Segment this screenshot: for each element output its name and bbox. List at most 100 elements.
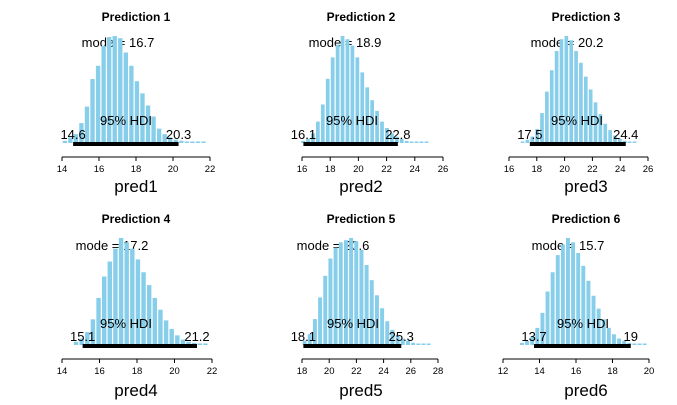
histogram-bar — [112, 36, 117, 143]
histogram-bar — [369, 280, 374, 345]
histogram-bar — [203, 343, 208, 345]
histogram-bar — [424, 141, 429, 143]
histogram-bar — [618, 138, 622, 143]
histogram-bar — [318, 297, 323, 345]
tick-label: 16 — [504, 164, 515, 175]
histogram-bar — [545, 91, 549, 143]
tick-label: 20 — [353, 164, 364, 175]
histogram-bar — [95, 65, 101, 143]
histogram-bar — [540, 113, 544, 143]
histogram-bar — [173, 139, 178, 143]
histogram-bar — [414, 141, 419, 143]
hdi-high-label: 25.3 — [389, 329, 414, 344]
tick-label: 16 — [94, 366, 105, 377]
histogram-bar — [586, 280, 591, 345]
histogram-bar — [601, 319, 606, 345]
x-axis-label: pred4 — [114, 381, 157, 400]
x-axis-label: pred1 — [114, 177, 157, 196]
panel-title: Prediction 2 — [327, 10, 396, 24]
histogram-bar — [613, 135, 617, 143]
histogram-bars — [62, 36, 206, 143]
tick-label: 24 — [410, 164, 421, 175]
histogram-bar — [140, 93, 145, 143]
x-axis: 14 16 18 20 22 — [57, 358, 217, 377]
panel-title: Prediction 3 — [552, 10, 621, 24]
hdi-high-label: 20.3 — [166, 127, 191, 142]
histogram-bar — [184, 141, 190, 143]
histogram-bar — [566, 238, 570, 345]
histogram-bar — [632, 343, 637, 345]
histogram-bar — [191, 342, 197, 345]
histogram-bar — [62, 140, 67, 143]
mode-label: mode = 17.2 — [76, 238, 149, 253]
histogram-bars — [302, 238, 431, 345]
mode-label: mode = 16.7 — [82, 35, 155, 50]
histogram-bar — [593, 102, 598, 143]
histogram-bar — [375, 110, 379, 143]
x-axis-label: pred5 — [339, 381, 382, 400]
histogram-bar — [151, 116, 156, 143]
histogram-bar — [385, 321, 390, 345]
histogram-bar — [113, 248, 118, 345]
tick-label: 16 — [571, 366, 582, 377]
histogram-bar — [411, 342, 416, 345]
histogram-bar — [399, 138, 404, 143]
x-axis: 14 16 18 20 22 — [57, 156, 216, 175]
histogram-bar — [79, 123, 84, 143]
tick-label: 26 — [438, 164, 449, 175]
histogram-bar — [107, 261, 113, 345]
histogram-bars — [520, 238, 647, 345]
histogram-bar — [101, 276, 107, 345]
tick-label: 22 — [351, 366, 362, 377]
histogram-bar — [530, 336, 535, 345]
tick-label: 16 — [94, 164, 105, 175]
hdi-high-label: 22.8 — [385, 127, 410, 142]
histogram-bar — [152, 297, 158, 345]
histogram-bar — [124, 242, 129, 345]
tick-label: 14 — [57, 366, 68, 377]
histogram-bar — [169, 328, 174, 345]
histogram-bar — [195, 141, 201, 143]
tick-label: 16 — [297, 164, 308, 175]
histogram-bar — [307, 334, 312, 345]
histogram-bar — [330, 57, 335, 143]
tick-label: 26 — [406, 366, 417, 377]
hdi-low-label: 15.1 — [70, 329, 95, 344]
hdi-high-label: 21.2 — [184, 329, 209, 344]
histogram-bar — [390, 329, 395, 345]
histogram-bar — [335, 44, 340, 144]
histogram-bar — [596, 308, 601, 345]
histogram-bar — [134, 81, 140, 143]
histogram-bar — [350, 45, 355, 143]
histogram-bar — [642, 343, 647, 345]
histogram-bar — [190, 141, 195, 143]
histogram-bar — [540, 312, 545, 345]
histogram-bar — [576, 252, 581, 345]
panel-4: Prediction 4 mode = 17.2 95% HDI 15.1 21… — [57, 212, 218, 400]
panel-3: Prediction 3 mode = 20.2 95% HDI 17.5 24… — [504, 10, 654, 196]
panel-5: Prediction 5 mode = 20.6 95% HDI 18.1 25… — [291, 212, 444, 400]
tick-label: 24 — [378, 366, 389, 377]
hdi-high-label: 24.4 — [613, 127, 638, 142]
histogram-bars — [301, 36, 429, 144]
hdi-text: 95% HDI — [326, 113, 378, 128]
histogram-bar — [320, 104, 325, 143]
histogram-bar — [559, 39, 564, 143]
histogram-bar — [374, 295, 379, 345]
panel-title: Prediction 4 — [102, 212, 171, 226]
histogram-bar — [338, 242, 343, 345]
x-axis-label: pred3 — [564, 177, 607, 196]
panel-1: Prediction 1 mode = 16.7 95% HDI 14.6 20… — [57, 10, 216, 196]
histogram-bar — [123, 52, 128, 143]
histogram-bar — [535, 129, 539, 143]
hdi-high-label: 19 — [624, 329, 638, 344]
histogram-bar — [535, 327, 540, 345]
tick-label: 22 — [205, 164, 216, 175]
histogram-bar — [107, 37, 112, 143]
x-axis: 18 20 22 24 26 28 — [297, 358, 443, 377]
histogram-bar — [637, 343, 642, 345]
histogram-bar — [525, 340, 530, 345]
histogram-bar — [96, 297, 101, 345]
histogram-bar — [622, 140, 627, 143]
